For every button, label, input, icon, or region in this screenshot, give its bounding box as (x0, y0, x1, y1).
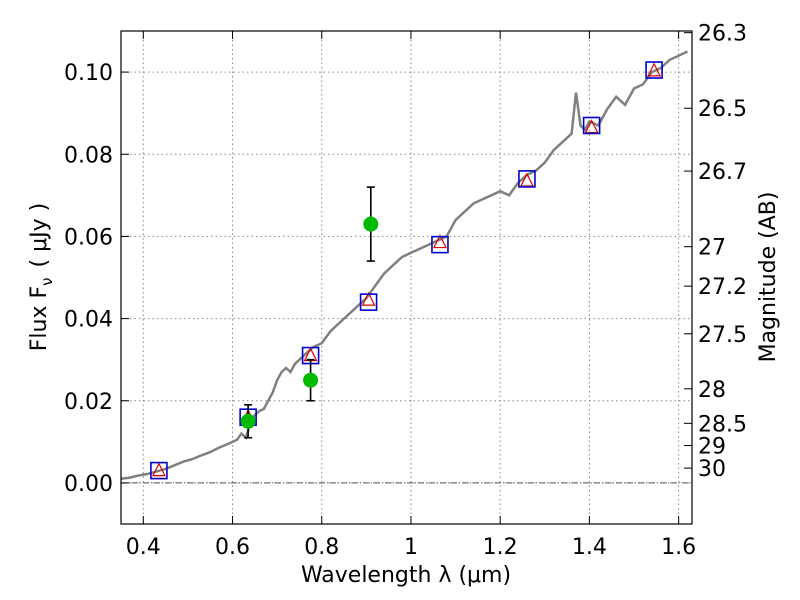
magnitude-tick-label: 29 (698, 435, 726, 460)
model-square-marker (431, 235, 449, 254)
magnitude-tick-label: 28.5 (698, 412, 747, 437)
model-triangle-marker (151, 462, 166, 477)
model-triangle-marker (647, 62, 662, 77)
x-axis-label: Wavelength λ (μm) (301, 563, 511, 588)
right-axis-label: Magnitude (AB) (756, 192, 781, 363)
model-square-marker (518, 170, 536, 188)
y-axis-label-subscript: ν (38, 277, 56, 285)
magnitude-tick-label: 27.5 (698, 323, 747, 348)
y-tick-label: 0.06 (64, 225, 113, 250)
observed-point (363, 216, 379, 232)
magnitude-tick-label: 30 (698, 457, 726, 482)
plot-frame (120, 30, 693, 525)
model-square-marker (582, 116, 601, 135)
model-triangle-marker (361, 291, 376, 306)
y-tick-label: 0.08 (64, 143, 113, 168)
observed-point (240, 413, 256, 429)
magnitude-tick-label: 27 (698, 236, 726, 261)
y-tick-label: 0.04 (64, 308, 113, 333)
magnitude-tick-label: 26.5 (698, 97, 747, 122)
x-tick-label: 1 (404, 535, 418, 560)
x-tick-label: 1.4 (572, 535, 607, 560)
y-tick-label: 0.10 (64, 61, 113, 86)
y-axis-label-unit: ( μJy ) (27, 203, 52, 268)
model-square-marker (645, 61, 663, 79)
model-triangle-marker (432, 234, 447, 249)
model-square-marker (150, 461, 168, 480)
y-axis-label: Flux Fν ( μJy ) (27, 203, 56, 351)
observed-point (303, 372, 319, 388)
magnitude-tick-label: 27.2 (698, 275, 747, 300)
y-axis-label-main: Flux F (27, 286, 52, 351)
x-tick-label: 0.6 (215, 535, 250, 560)
magnitude-tick-label: 26.7 (698, 160, 747, 185)
x-tick-label: 0.8 (304, 535, 339, 560)
x-tick-label: 1.2 (483, 535, 518, 560)
data-layer (120, 50, 689, 481)
x-tick-label: 1.6 (661, 535, 696, 560)
model-square-marker (359, 293, 378, 311)
y-tick-label: 0.02 (64, 390, 113, 415)
model-triangle-marker (584, 119, 599, 134)
x-tick-label: 0.4 (126, 535, 161, 560)
magnitude-tick-label: 28 (698, 378, 726, 403)
y-tick-label: 0.00 (64, 472, 113, 497)
magnitude-tick-label: 26.3 (698, 22, 747, 47)
tick-layer: 0.4 0.6 0.8 1 1.2 1.4 1.6 0.00 0.02 0.04 0.06 0.08 0… (64, 22, 747, 560)
model-triangle-marker (519, 172, 534, 187)
